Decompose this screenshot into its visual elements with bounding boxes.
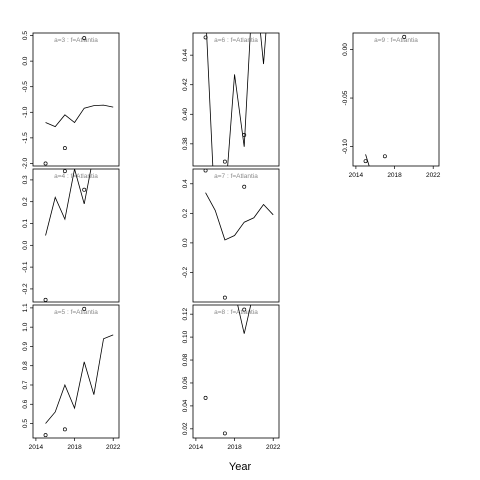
data-point [242, 184, 247, 189]
x-tick-label: 2022 [106, 444, 121, 451]
data-point [203, 395, 208, 400]
panel-title: a=9 : f=Atlantia [374, 37, 418, 44]
data-point [43, 297, 48, 302]
panel-5: a=7 : f=Atlantia -0.2 0.0 0.2 0.4 [182, 168, 280, 303]
y-tick-label: -1.0 [22, 106, 29, 118]
y-tick-label: 0.3 [22, 175, 29, 184]
y-tick-label: 0.40 [182, 108, 189, 121]
x-tick-label: 2022 [426, 172, 441, 179]
y-tick-label: 0.08 [182, 353, 189, 366]
y-tick-label: -0.2 [22, 283, 29, 295]
data-point [363, 159, 368, 164]
y-tick-label: 0.5 [22, 419, 29, 428]
data-point [242, 307, 247, 312]
series-line [365, 154, 370, 166]
y-tick-label: 0.7 [22, 380, 29, 389]
panel-frame [32, 304, 120, 439]
data-point [43, 433, 48, 438]
y-tick-label: 0.04 [182, 399, 189, 412]
data-point [82, 187, 87, 192]
y-tick-label: 0.0 [182, 238, 189, 247]
y-tick-label: 0.4 [182, 179, 189, 188]
y-tick-label: -1.5 [22, 132, 29, 144]
series-line [45, 169, 92, 236]
data-point [402, 34, 407, 39]
y-tick-label: 0.42 [182, 78, 189, 91]
panel-frame [192, 304, 280, 439]
panel-title: a=7 : f=Atlantia [214, 173, 258, 180]
y-tick-label: -0.5 [22, 81, 29, 93]
panels-group: a=3 : f=Atlantia-2.0-1.5-1.0-0.50.00.5a=… [22, 31, 441, 451]
y-tick-label: -0.05 [342, 90, 349, 105]
y-tick-label: 0.00 [342, 43, 349, 56]
y-tick-label: -0.10 [342, 139, 349, 154]
y-tick-label: 0.2 [22, 197, 29, 206]
x-tick-label: 2014 [349, 172, 364, 179]
panel-frame [352, 32, 440, 167]
y-tick-label: 0.2 [182, 208, 189, 217]
x-tick-label: 2014 [29, 444, 44, 451]
series-line [206, 33, 267, 166]
data-point [382, 154, 387, 159]
y-tick-label: 0.1 [22, 219, 29, 228]
panel-frame [32, 168, 120, 303]
panel-frame [192, 32, 280, 167]
series-line [45, 334, 114, 424]
data-point [242, 133, 247, 137]
data-point [62, 146, 67, 151]
panel-frame [32, 32, 120, 167]
data-point [62, 169, 67, 174]
y-tick-label: 0.02 [182, 422, 189, 435]
x-tick-label: 2018 [227, 444, 242, 451]
x-tick-label: 2022 [266, 444, 281, 451]
y-tick-label: 0.38 [182, 137, 189, 150]
data-point [62, 427, 67, 432]
data-point [222, 159, 227, 164]
panel-1: a=3 : f=Atlantia -2.0 -1.5 -1.0 -0.5 0.0 0.5 [22, 31, 120, 169]
x-tick-label: 2018 [67, 444, 82, 451]
data-point [82, 36, 87, 41]
data-point [222, 295, 227, 300]
panel-title: a=8 : f=Atlantia [214, 309, 258, 316]
y-tick-label: -0.1 [22, 261, 29, 273]
series-line [205, 192, 274, 241]
panel-6: a=5 : f=Atlantia 0.5 0.6 0.7 0.8 0.9 1.0 1.1 201… [22, 303, 121, 451]
x-tick-label: 2018 [387, 172, 402, 179]
panel-title: a=3 : f=Atlantia [54, 37, 98, 44]
data-point [43, 161, 48, 166]
panel-title: a=4 : f=Atlantia [54, 173, 98, 180]
series-line [45, 104, 114, 128]
panel-2: a=6 : f=Atlantia 0.38 0.40 0.42 0.44 [182, 32, 280, 167]
panel-title: a=5 : f=Atlantia [54, 309, 98, 316]
y-tick-label: 0.44 [182, 48, 189, 61]
y-tick-label: 0.0 [22, 56, 29, 65]
y-tick-label: 0.9 [22, 342, 29, 351]
y-tick-label: 0.12 [182, 307, 189, 320]
data-point [222, 431, 227, 436]
panel-3: a=9 : f=Atlantia -0.10 -0.05 0.00 2014 2018 20… [342, 32, 441, 179]
data-point [82, 306, 87, 311]
data-point [203, 35, 208, 40]
y-tick-label: 1.0 [22, 322, 29, 331]
y-tick-label: 0.5 [22, 31, 29, 40]
y-tick-label: -2.0 [22, 157, 29, 169]
panel-title: a=6 : f=Atlantia [214, 37, 258, 44]
series-line [237, 305, 252, 334]
x-axis-label: Year [229, 461, 252, 473]
data-point [203, 169, 208, 173]
y-tick-label: 0.0 [22, 240, 29, 249]
panel-4: a=4 : f=Atlantia -0.2 -0.1 0.0 0.1 0.2 0.3 [22, 168, 120, 303]
y-tick-label: 0.8 [22, 361, 29, 370]
x-tick-label: 2014 [189, 444, 204, 451]
y-tick-label: 1.1 [22, 303, 29, 312]
y-tick-label: 0.6 [22, 399, 29, 408]
panel-frame [192, 168, 280, 303]
y-tick-label: -0.2 [182, 266, 189, 278]
y-tick-label: 0.06 [182, 376, 189, 389]
y-tick-label: 0.10 [182, 330, 189, 343]
panel-7: a=8 : f=Atlantia 0.02 0.04 0.06 0.08 0.10 0.12… [182, 304, 281, 451]
